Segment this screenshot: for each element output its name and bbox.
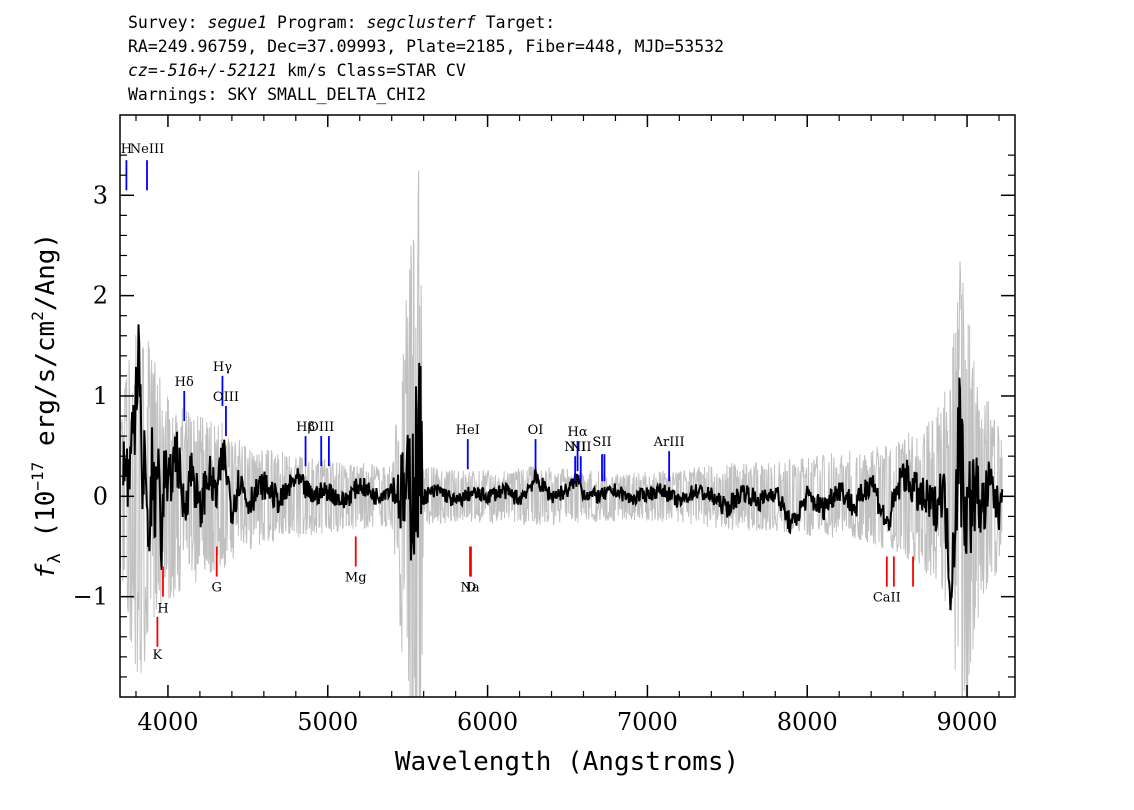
line-marker-label-6: OIII [308,420,334,435]
x-tick-label: 8000 [777,708,838,736]
line-marker-label-21: D [466,581,476,596]
y-title-close: /Ang) [31,233,61,311]
line-marker-label-4: OIII [213,390,239,405]
y-title-exp1: −17 [28,462,47,491]
redshift-value: cz=-516+/-52121 [128,61,277,80]
y-tick-label: −1 [73,583,108,611]
y-tick-label: 0 [93,482,108,510]
survey-label: Survey: [128,13,207,32]
y-title-exp2: 2 [28,311,47,321]
line-marker-label-13: SII [592,435,611,450]
header-line-1: Survey: segue1 Program: segclusterf Targ… [128,13,555,32]
line-marker-label-5: Hβ [296,420,315,435]
y-axis-title: fλ (10−17 erg/s/cm2/Ang) [28,233,65,579]
line-marker-label-10: NII [564,440,586,455]
program-value: segclusterf [366,13,476,32]
class-value: km/s Class=STAR CV [277,61,466,80]
header-line-2: RA=249.96759, Dec=37.09993, Plate=2185, … [128,37,724,56]
line-marker-label-20: Na [460,581,479,596]
y-title-f: f [31,563,61,579]
y-tick-label: 1 [93,382,108,410]
line-marker-label-8: HeI [456,423,480,438]
y-title-sub: λ [45,553,65,563]
line-marker-label-3: Hγ [213,360,232,375]
line-marker-label-19: Mg [345,571,367,586]
x-tick-label: 9000 [937,708,998,736]
line-marker-label-16: K [153,648,163,663]
line-marker-label-2: Hδ [175,375,194,390]
x-tick-label: 5000 [297,708,358,736]
y-tick-label: 3 [93,181,108,209]
x-tick-label: 4000 [137,708,198,736]
axis-ticks: 4000 5000 6000 7000 8000 9000 −1 0 1 2 3 [73,115,1015,736]
line-marker-label-17: H [157,602,168,617]
line-marker-label-22: CaII [873,591,901,606]
plot-frame [119,114,1016,698]
target-label: Target: [476,13,555,32]
header-line-3: cz=-516+/-52121 km/s Class=STAR CV [128,61,466,80]
header: Survey: segue1 Program: segclusterf Targ… [128,13,724,104]
program-label: Program: [267,13,366,32]
header-line-4: Warnings: SKY SMALL_DELTA_CHI2 [128,85,426,104]
line-marker-label-15: ArIII [653,435,685,450]
line-marker-label-11: Hα [568,425,588,440]
line-marker-label-0: H [121,142,132,157]
flux-series-layer [122,324,1004,611]
y-title-mid: erg/s/cm [31,321,61,462]
line-marker-label-18: G [211,581,221,596]
flux-series-line [122,324,1004,611]
y-title-open: (10 [31,491,61,554]
error-series-layer [120,170,1003,697]
line-marker-label-12: NII [570,440,592,455]
survey-value: segue1 [207,13,267,32]
x-tick-label: 6000 [457,708,518,736]
error-series-line [120,170,1003,697]
x-axis-title: Wavelength (Angstroms) [395,747,739,777]
line-marker-label-9: OI [528,423,544,438]
y-tick-label: 2 [93,282,108,310]
x-tick-label: 7000 [617,708,678,736]
line-marker-label-1: NeIII [130,142,164,157]
